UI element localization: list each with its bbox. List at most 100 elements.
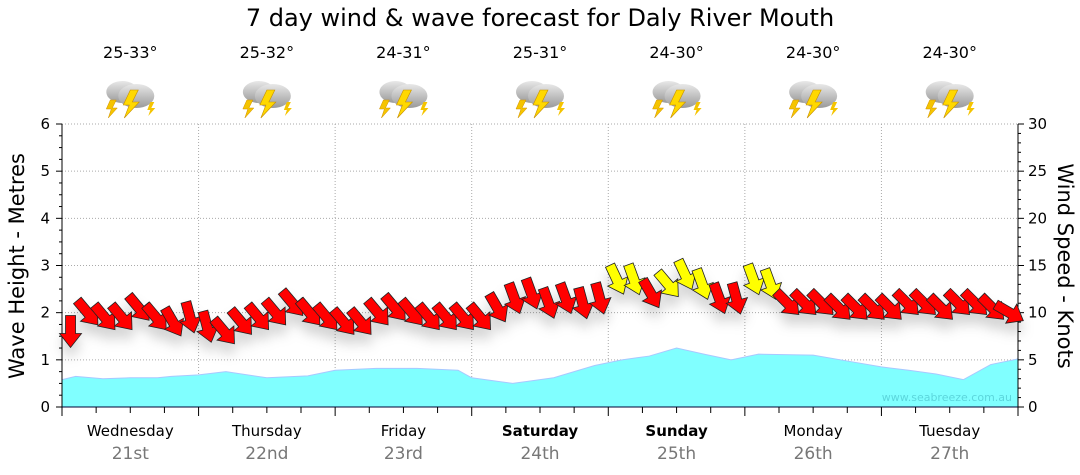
wave-height-area [61,347,1019,408]
wind-arrow [209,315,235,345]
lightning-bolt [515,99,528,119]
x-day-label: Friday [381,422,427,440]
x-date-label: 21st [112,444,149,464]
lightning-bolt [788,99,801,119]
temperature-range: 25-33° [103,43,158,62]
wind-arrow [196,309,219,343]
temperature-range: 25-32° [240,43,295,62]
x-date-label: 27th [930,444,969,464]
y-tick-right-label: 20 [1028,209,1047,227]
thunderstorm-icon [242,81,292,119]
y-tick-right-label: 0 [1028,398,1038,416]
x-day-label: Monday [784,422,843,440]
y-tick-right-label: 25 [1028,162,1047,180]
lightning-bolt [669,89,687,119]
watermark: www.seabreeze.com.au [882,391,1012,404]
y-axis-right-label: Wind Speed - Knots [1053,163,1077,368]
chart-title: 7 day wind & wave forecast for Daly Rive… [245,4,835,32]
wind-arrow [942,287,971,316]
wind-arrow [431,301,457,331]
thunderstorm-icon [379,81,429,119]
x-date-label: 22nd [245,444,288,464]
wind-arrow [789,287,817,316]
x-date-label: 25th [657,444,696,464]
wind-arrow [503,281,527,315]
x-date-label: 23rd [384,444,423,464]
wind-arrow [708,281,731,315]
wind-arrow [554,281,578,315]
x-day-label: Sunday [645,422,708,440]
wind-arrow [653,268,679,298]
lightning-bolt [532,89,550,119]
wind-arrow [346,306,372,335]
x-date-label: 24th [520,444,559,464]
wind-arrow [260,296,287,326]
y-tick-right-label: 30 [1028,115,1047,133]
lightning-bolt [942,89,960,119]
wind-arrow [465,301,491,331]
wind-arrow [484,291,509,323]
x-date-label: 26th [794,444,833,464]
wind-arrow [588,281,612,315]
thunderstorm-icon [788,81,839,119]
temperature-range: 24-30° [649,43,704,62]
wind-arrow [992,299,1024,324]
lightning-bolt [147,102,156,116]
y-axis-left-label: Wave Height - Metres [5,153,29,379]
wind-arrows [58,257,1024,349]
wave-area [61,347,1019,408]
x-day-label: Saturday [502,422,579,440]
lightning-bolt [805,89,823,119]
temperature-range: 24-30° [786,43,841,62]
y-tick-right-label: 10 [1028,304,1047,322]
lightning-bolt [105,99,118,119]
wind-arrow [823,292,851,320]
wind-arrow [725,281,749,315]
lightning-bolt [395,89,414,119]
wind-arrow [141,301,167,331]
lightning-bolt [966,102,975,116]
wind-arrow [891,287,919,316]
wind-arrow [874,292,902,320]
y-tick-left-label: 5 [40,162,50,180]
temperature-range: 24-31° [376,43,431,62]
wind-arrow [638,276,663,309]
wind-arrow [179,300,202,334]
wind-arrow [90,301,116,331]
wind-arrow [571,285,595,320]
wind-arrow [414,301,440,331]
y-tick-left-label: 4 [40,209,50,227]
wind-arrow [857,292,885,320]
x-day-label: Wednesday [87,422,174,440]
temperature-range: 25-31° [513,43,568,62]
wind-arrow [840,292,868,320]
wind-arrow [537,285,561,319]
y-tick-left-label: 2 [40,304,50,322]
wind-arrow [925,292,953,320]
temperature-range: 24-30° [922,43,977,62]
grid [62,123,1018,407]
x-day-label: Thursday [231,422,302,440]
lightning-bolt [925,99,938,119]
y-tick-right-label: 15 [1028,257,1047,275]
axes: 0 1 2 3 4 5 6 0 5 10 15 20 25 30 Wednesday 21st Thursday… [40,115,1047,464]
lightning-bolt [259,89,277,119]
y-tick-left-label: 0 [40,398,50,416]
lightning-bolt [693,102,702,116]
thunderstorm-icon [925,81,975,119]
lightning-bolt [122,89,140,119]
wind-arrow [520,276,544,310]
lightning-bolt [379,99,391,119]
wind-arrow [742,262,766,296]
wind-arrow [772,287,800,316]
wind-arrow [58,315,83,349]
lightning-bolt [420,102,429,116]
lightning-bolt [652,99,665,119]
lightning-bolt [283,102,292,116]
wind-arrow [448,301,474,331]
y-tick-right-label: 5 [1028,351,1038,369]
weather-icons: 25-33° 25-32° 24-31° 25-31° 24-30° 24-30° 24-3… [103,43,977,119]
thunderstorm-icon [105,81,156,119]
wind-arrow [107,301,133,331]
wind-arrow [329,306,355,335]
